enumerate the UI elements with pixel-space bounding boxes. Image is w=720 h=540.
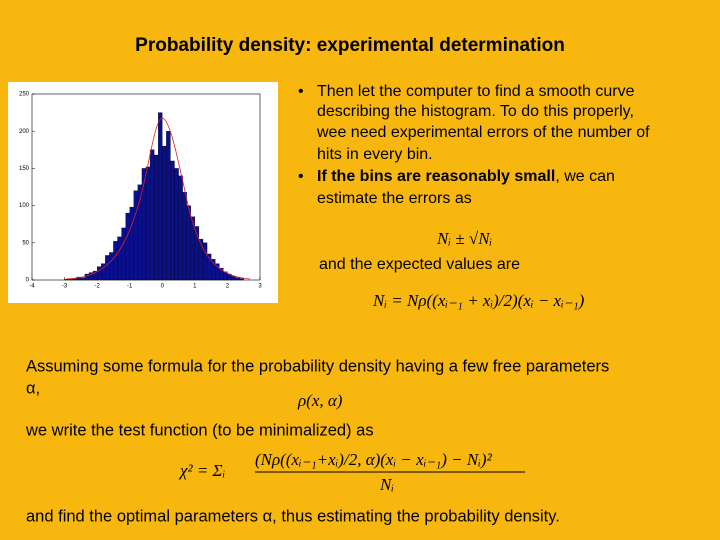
bullet-line: describing the histogram. To do this pro… bbox=[317, 103, 634, 120]
bar bbox=[158, 112, 163, 281]
bar bbox=[133, 190, 139, 281]
x-tick-label: -1 bbox=[127, 284, 133, 290]
bar bbox=[101, 263, 106, 281]
y-tick-label: 150 bbox=[19, 166, 30, 172]
formula: (Nρ((xᵢ₋₁+xᵢ)/2, α)(xᵢ − xᵢ₋₁) − Nᵢ)² bbox=[255, 450, 493, 469]
bar bbox=[170, 160, 175, 281]
text: we write the test function (to be minima… bbox=[25, 421, 374, 439]
bar bbox=[174, 168, 179, 281]
bar bbox=[141, 168, 147, 281]
bar bbox=[80, 277, 86, 281]
y-tick-label: 0 bbox=[26, 278, 30, 284]
bar bbox=[235, 277, 240, 281]
bar bbox=[145, 166, 151, 281]
bar bbox=[166, 131, 171, 281]
text: and find the optimal parameters α, thus … bbox=[26, 507, 560, 525]
formula: ρ(x, α) bbox=[297, 391, 343, 410]
x-tick-label: -3 bbox=[62, 284, 68, 290]
bar bbox=[178, 175, 183, 281]
bar bbox=[162, 145, 167, 281]
title: Probability density: experimental determ… bbox=[135, 35, 565, 56]
bar bbox=[149, 149, 155, 281]
bar bbox=[121, 227, 126, 281]
bullet-line: Then let the computer to find a smooth c… bbox=[317, 83, 635, 100]
bold-text: If the bins are reasonably small bbox=[317, 168, 555, 185]
bar bbox=[186, 205, 191, 281]
text: , we can bbox=[555, 168, 615, 185]
bullet-line: estimate the errors as bbox=[317, 190, 472, 207]
text: Assuming some formula for the probabilit… bbox=[26, 357, 609, 375]
fit-curve bbox=[65, 117, 251, 280]
bullet-line: wee need experimental errors of the numb… bbox=[316, 124, 650, 141]
x-tick-label: -4 bbox=[29, 284, 35, 290]
text: α, bbox=[26, 379, 40, 397]
bar bbox=[117, 236, 122, 281]
bar bbox=[113, 241, 118, 281]
x-tick-label: 3 bbox=[258, 284, 262, 290]
bar bbox=[182, 192, 187, 281]
bar bbox=[68, 279, 73, 281]
bar bbox=[202, 242, 208, 281]
y-tick-label: 100 bbox=[19, 203, 30, 209]
bullet-marker: • bbox=[298, 83, 304, 100]
bar bbox=[109, 252, 114, 281]
bar bbox=[153, 154, 159, 281]
y-tick-label: 250 bbox=[19, 92, 30, 98]
y-tick-label: 200 bbox=[19, 129, 30, 135]
formula: Nᵢ bbox=[379, 475, 394, 494]
text: and the expected values are bbox=[319, 256, 520, 273]
x-tick-label: 1 bbox=[193, 284, 197, 290]
bar bbox=[129, 206, 134, 281]
x-tick-label: 0 bbox=[161, 284, 165, 290]
bar bbox=[96, 266, 102, 281]
x-tick-label: 2 bbox=[226, 284, 230, 290]
bar bbox=[125, 212, 130, 281]
bar bbox=[239, 278, 244, 281]
bullet-line: hits in every bin. bbox=[317, 146, 433, 163]
bullet-line: If the bins are reasonably small, we can bbox=[317, 168, 615, 185]
formula: Nᵢ ± √Nᵢ bbox=[436, 229, 492, 248]
formula: Nᵢ = Nρ((xᵢ₋₁ + xᵢ)/2)(xᵢ − xᵢ₋₁) bbox=[372, 291, 585, 310]
bar bbox=[231, 276, 236, 281]
formula: χ² = Σᵢ bbox=[178, 461, 225, 480]
y-tick-label: 50 bbox=[22, 240, 29, 246]
bullet-marker: • bbox=[298, 168, 304, 185]
histogram: 0 50 100 150 200 250 -4 -3 -2 -1 0 1 2 3 bbox=[19, 92, 262, 290]
bar bbox=[105, 255, 110, 281]
bar bbox=[198, 238, 204, 281]
x-tick-label: -2 bbox=[94, 284, 100, 290]
